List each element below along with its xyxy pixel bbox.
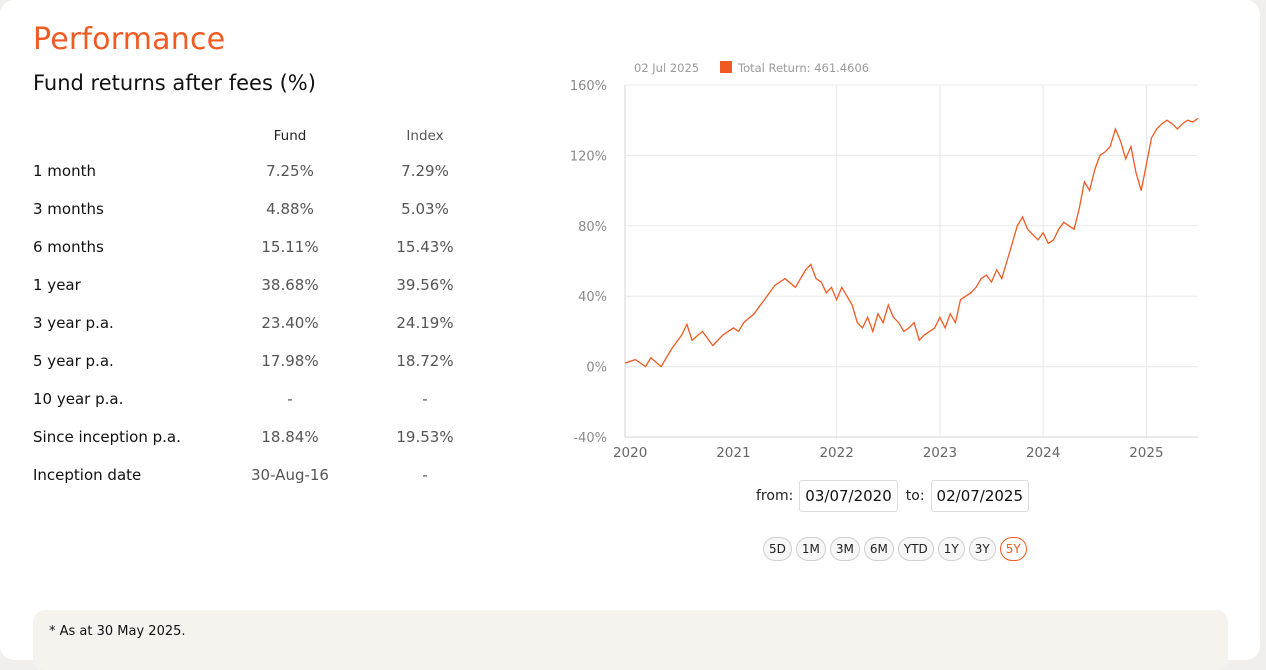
chart-date-label: 02 Jul 2025 [634, 61, 699, 75]
row-fund-value: 38.68% [261, 276, 319, 294]
row-fund-value: 4.88% [266, 200, 314, 218]
y-tick-label: 80% [578, 220, 607, 235]
period-1m-button[interactable]: 1M [795, 537, 826, 561]
row-label: 1 year [33, 276, 81, 294]
row-index-value: 39.56% [396, 276, 454, 294]
row-fund-value: 30-Aug-16 [251, 466, 329, 484]
row-fund-value: 18.84% [261, 428, 319, 446]
row-fund-value: 23.40% [261, 314, 319, 332]
row-index-value: 15.43% [396, 238, 454, 256]
x-tick-label: 2020 [613, 445, 647, 461]
table-row: 10 year p.a. - - [33, 380, 505, 418]
period-3m-button[interactable]: 3M [829, 537, 860, 561]
table-row: 6 months 15.11% 15.43% [33, 228, 505, 266]
x-tick-label: 2022 [819, 445, 853, 461]
row-label: 10 year p.a. [33, 390, 124, 408]
x-tick-label: 2024 [1026, 445, 1060, 461]
y-tick-label: 120% [570, 149, 607, 164]
row-label: 3 year p.a. [33, 314, 114, 332]
row-label: 6 months [33, 238, 104, 256]
x-tick-label: 2021 [716, 445, 750, 461]
legend-label: Total Return: 461.4606 [737, 61, 869, 75]
x-tick-label: 2023 [923, 445, 957, 461]
period-5d-button[interactable]: 5D [763, 537, 792, 561]
table-row: 3 year p.a. 23.40% 24.19% [33, 304, 505, 342]
returns-body: 1 month 7.25% 7.29% 3 months 4.88% 5.03% 6 mon… [33, 152, 505, 494]
table-row: Since inception p.a. 18.84% 19.53% [33, 418, 505, 456]
y-tick-label: 160% [570, 79, 607, 94]
table-row: 1 year 38.68% 39.56% [33, 266, 505, 304]
row-label: 1 month [33, 162, 96, 180]
period-5y-button[interactable]: 5Y [999, 537, 1027, 561]
y-tick-label: 40% [578, 290, 607, 305]
footnote-box: * As at 30 May 2025. [33, 610, 1228, 670]
table-header-row: Fund Index [33, 120, 505, 152]
header-index: Index [406, 128, 444, 144]
table-row: 5 year p.a. 17.98% 18.72% [33, 342, 505, 380]
footnote-text: * As at 30 May 2025. [49, 624, 186, 639]
period-3y-button[interactable]: 3Y [968, 537, 996, 561]
section-subtitle: Fund returns after fees (%) [33, 71, 316, 95]
row-label: Since inception p.a. [33, 428, 181, 446]
row-label: 3 months [33, 200, 104, 218]
period-6m-button[interactable]: 6M [863, 537, 894, 561]
row-index-value: 7.29% [401, 162, 449, 180]
header-fund: Fund [273, 128, 307, 144]
row-label: Inception date [33, 466, 142, 484]
row-fund-value: 17.98% [261, 352, 319, 370]
date-range: from: 03/07/2020 to: 02/07/2025 [756, 480, 1037, 512]
page-title: Performance [33, 22, 226, 57]
row-fund-value: 15.11% [261, 238, 319, 256]
row-index-value: 19.53% [396, 428, 454, 446]
to-date-input[interactable]: 02/07/2025 [930, 480, 1030, 512]
table-row: Inception date 30-Aug-16 - [33, 456, 505, 494]
total-return-line [624, 117, 1199, 368]
row-index-value: - [422, 390, 428, 408]
legend-swatch [720, 61, 732, 73]
period-selector: 5D 1M 3M 6M YTD 1Y 3Y 5Y [763, 537, 1027, 561]
row-fund-value: - [287, 390, 293, 408]
returns-table: Fund Index 1 month 7.25% 7.29% 3 months 4.88… [33, 120, 505, 494]
x-tick-label: 2025 [1129, 445, 1163, 461]
row-index-value: - [422, 466, 428, 484]
row-label: 5 year p.a. [33, 352, 114, 370]
y-tick-label: 0% [586, 361, 607, 376]
table-row: 1 month 7.25% 7.29% [33, 152, 505, 190]
performance-chart[interactable]: 160% 120% 80% 40% 0% -40% 2020 2021 2022 2023 2024… [560, 55, 1210, 465]
period-ytd-button[interactable]: YTD [897, 537, 934, 561]
row-index-value: 18.72% [396, 352, 454, 370]
header-label [33, 120, 235, 152]
table-row: 3 months 4.88% 5.03% [33, 190, 505, 228]
y-tick-label: -40% [573, 431, 607, 446]
row-index-value: 5.03% [401, 200, 449, 218]
to-label: to: [905, 488, 925, 504]
period-1y-button[interactable]: 1Y [937, 537, 965, 561]
from-label: from: [756, 488, 794, 504]
row-index-value: 24.19% [396, 314, 454, 332]
row-fund-value: 7.25% [266, 162, 314, 180]
from-date-input[interactable]: 03/07/2020 [799, 480, 898, 512]
